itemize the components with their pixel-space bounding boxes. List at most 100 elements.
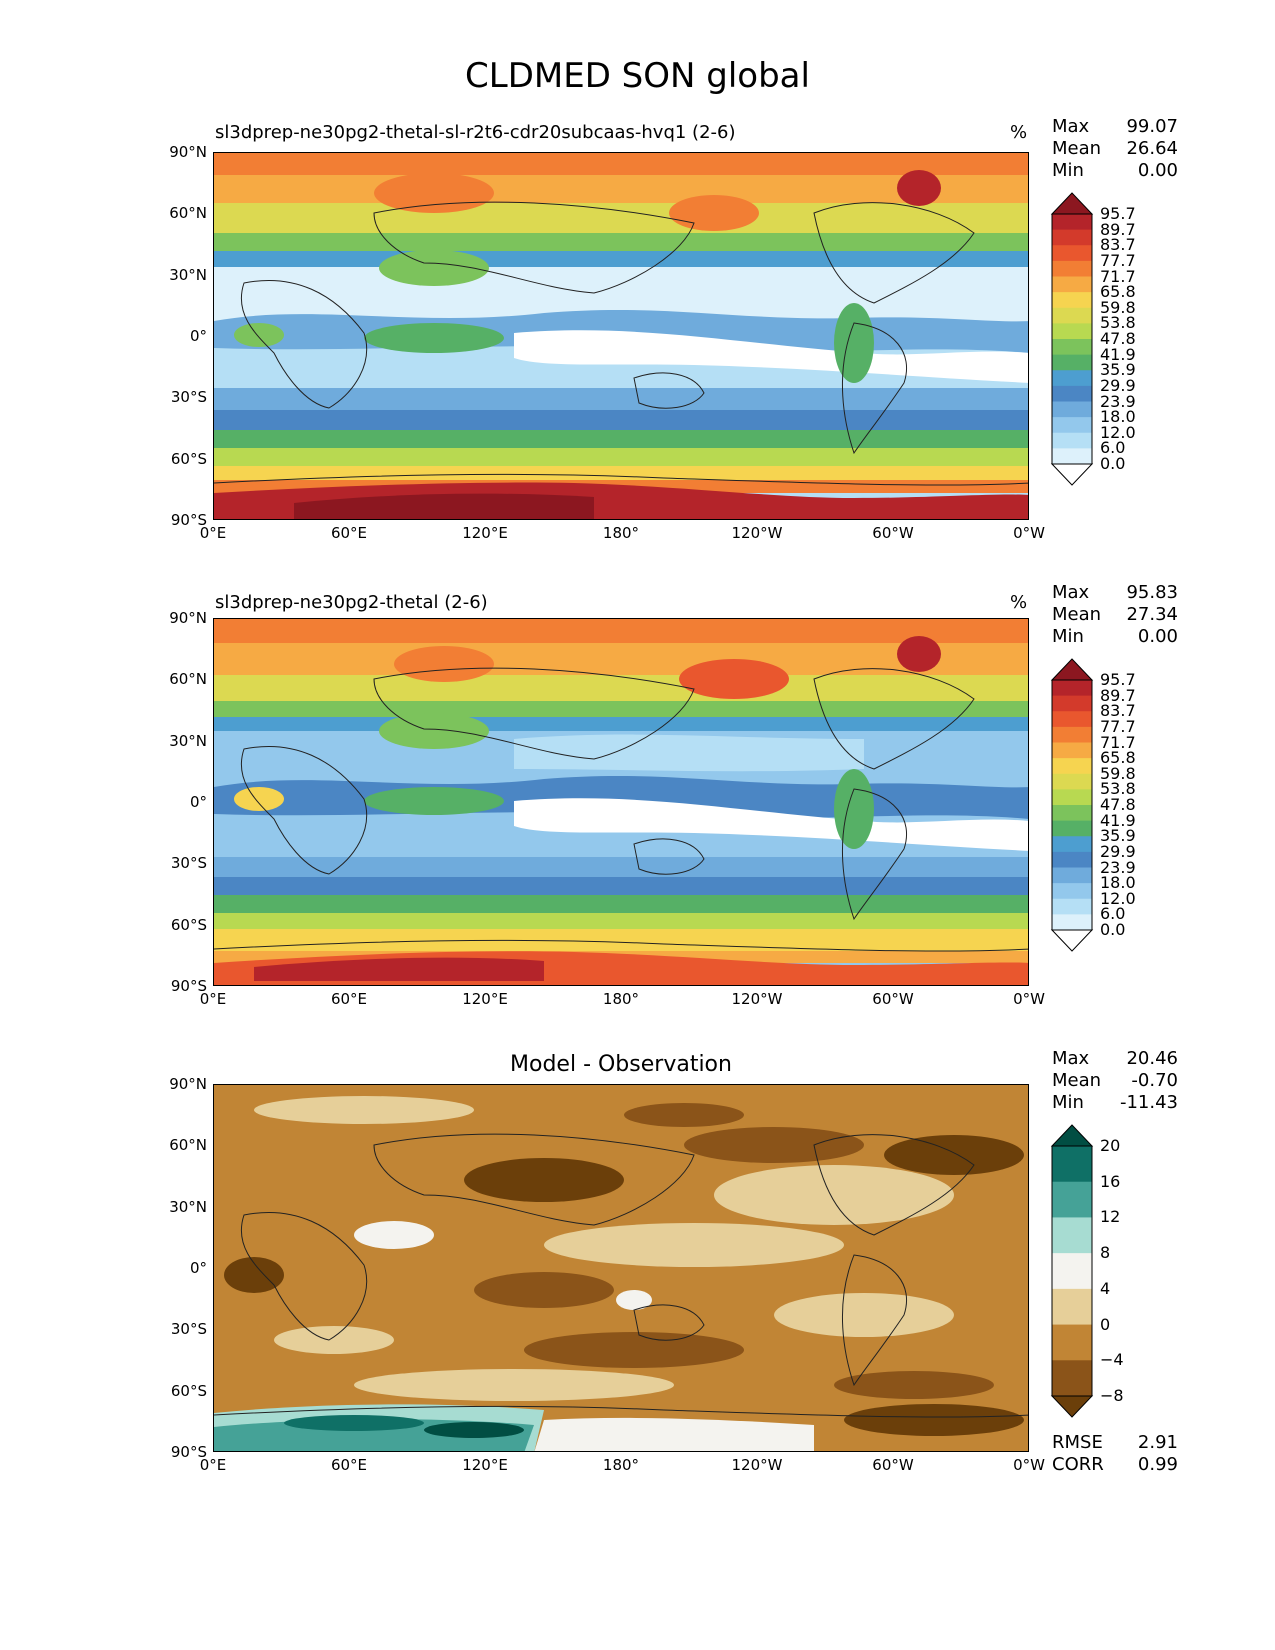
lat-tick-label: 90°S (170, 511, 207, 529)
colorbar-segment (1052, 417, 1092, 434)
colorbar-tick-label: 41.9 (1100, 810, 1136, 830)
colorbar-tick-label: 35.9 (1100, 360, 1136, 380)
colorbar-segment (1052, 758, 1092, 775)
colorbar-extension-top (1050, 192, 1094, 215)
lon-tick-label: 120°E (462, 1456, 508, 1474)
colorbar-segment (1052, 401, 1092, 418)
panel-2-mean-label: Mean (1052, 604, 1102, 625)
colorbar-tick-label: 47.8 (1100, 329, 1136, 348)
panel-3-title: Model - Observation (510, 1052, 732, 1077)
lat-tick-label: 30°N (169, 731, 207, 750)
colorbar-segment (1052, 914, 1092, 931)
lat-tick-label: 0° (189, 327, 207, 345)
panel-3-corr-label: CORR (1052, 1454, 1104, 1475)
lon-tick-label: 60°W (872, 990, 914, 1008)
colorbar-tick-label: 18.0 (1100, 873, 1136, 893)
colorbar-tick-label: 53.8 (1100, 779, 1136, 799)
colorbar-tick-label: 53.8 (1100, 313, 1136, 333)
colorbar-segment (1052, 898, 1092, 915)
panel-1-title: sl3dprep-ne30pg2-thetal-sl-r2t6-cdr20sub… (215, 122, 736, 143)
panel-3-min-label: Min (1052, 1092, 1084, 1113)
lon-tick-label: 120°E (462, 524, 508, 542)
colorbar-segment (1052, 695, 1092, 712)
colorbar-tick-label: 89.7 (1100, 685, 1136, 705)
colorbar-tick-label: 77.7 (1100, 250, 1136, 270)
colorbar-extension-bottom (1050, 929, 1094, 952)
colorbar-segment (1052, 680, 1092, 697)
panel-3-rmse-label: RMSE (1052, 1432, 1103, 1453)
lon-tick-label: 120°W (731, 990, 783, 1008)
lon-tick-label: 60°E (330, 990, 368, 1008)
lon-tick-label: 0°W (1013, 990, 1045, 1008)
panel-1-max-label: Max (1052, 116, 1090, 137)
colorbar-tick-label: 8 (1100, 1243, 1111, 1263)
colorbar-segment (1052, 432, 1092, 449)
panel-3-rmse-value: 2.91 (1137, 1432, 1178, 1453)
panel-1-units: % (1010, 122, 1028, 143)
colorbar-segment (1052, 836, 1092, 853)
colorbar-tick-label: −4 (1100, 1350, 1124, 1370)
colorbar-segment (1052, 820, 1092, 837)
colorbar-segment (1052, 1253, 1092, 1290)
colorbar-tick-label: 0.0 (1100, 454, 1126, 473)
lon-tick-label: 0°W (1013, 1456, 1045, 1474)
colorbar-segment (1052, 323, 1092, 340)
colorbar-segment (1052, 805, 1092, 822)
colorbar-segment (1052, 742, 1092, 759)
lon-tick-label: 0°E (199, 990, 227, 1008)
panel-3-corr-value: 0.99 (1137, 1454, 1178, 1475)
colorbar-tick-label: 0 (1100, 1314, 1111, 1334)
colorbar-tick-label: 95.7 (1100, 204, 1136, 223)
panel-2-min-value: 0.00 (1137, 626, 1178, 647)
colorbar-tick-label: 35.9 (1100, 826, 1136, 846)
colorbar-segment (1052, 214, 1092, 231)
colorbar-tick-label: 95.7 (1100, 670, 1136, 689)
lat-tick-label: 90°S (170, 977, 207, 995)
colorbar-tick-label: 12.0 (1100, 888, 1136, 908)
colorbar-segment (1052, 1146, 1092, 1183)
colorbar-frame (1051, 213, 1093, 465)
lon-tick-label: 60°W (872, 524, 914, 542)
lat-tick-label: 60°N (169, 1136, 207, 1155)
lon-tick-label: 180° (602, 1456, 640, 1474)
lat-tick-label: 60°N (169, 670, 207, 689)
colorbar-tick-label: 29.9 (1100, 841, 1136, 861)
colorbar-frame (1051, 1145, 1093, 1397)
panel-3-min-value: -11.43 (1119, 1092, 1178, 1113)
panel-1-colorbar (1050, 192, 1094, 486)
colorbar-segment (1052, 1324, 1092, 1361)
figure-title: CLDMED SON global (465, 56, 810, 96)
panel-1-max-value: 99.07 (1126, 116, 1178, 137)
panel-3-max-label: Max (1052, 1048, 1090, 1069)
panel-3-map (213, 1084, 1029, 1452)
colorbar-tick-label: 23.9 (1100, 391, 1136, 411)
panel-3-mean-value: -0.70 (1131, 1070, 1178, 1091)
colorbar-segment (1052, 867, 1092, 884)
colorbar-tick-label: 71.7 (1100, 732, 1136, 752)
lat-tick-label: 60°S (170, 915, 207, 934)
colorbar-segment (1052, 292, 1092, 309)
lon-tick-label: 0°E (199, 524, 227, 542)
colorbar-tick-label: 12 (1100, 1207, 1121, 1227)
colorbar-tick-label: 89.7 (1100, 219, 1136, 239)
colorbar-tick-label: 47.8 (1100, 795, 1136, 814)
colorbar-tick-label: 59.8 (1100, 763, 1136, 783)
panel-2-colorbar (1050, 658, 1094, 952)
panel-1-min-value: 0.00 (1137, 160, 1178, 181)
lon-tick-label: 0°E (199, 1456, 227, 1474)
colorbar-segment (1052, 307, 1092, 324)
lon-tick-label: 60°E (330, 524, 368, 542)
lat-tick-label: 0° (189, 1259, 207, 1277)
panel-1-map (213, 152, 1029, 520)
lon-tick-label: 180° (602, 990, 640, 1008)
colorbar-segment (1052, 339, 1092, 356)
panel-3-max-value: 20.46 (1126, 1048, 1178, 1069)
lon-tick-label: 60°W (872, 1456, 914, 1474)
colorbar-extension-bottom (1050, 463, 1094, 486)
colorbar-frame (1051, 679, 1093, 931)
colorbar-segment (1052, 1181, 1092, 1218)
colorbar-segment (1052, 1360, 1092, 1397)
panel-2-title: sl3dprep-ne30pg2-thetal (2-6) (215, 592, 488, 613)
colorbar-extension-bottom (1050, 1395, 1094, 1418)
colorbar-segment (1052, 1288, 1092, 1326)
